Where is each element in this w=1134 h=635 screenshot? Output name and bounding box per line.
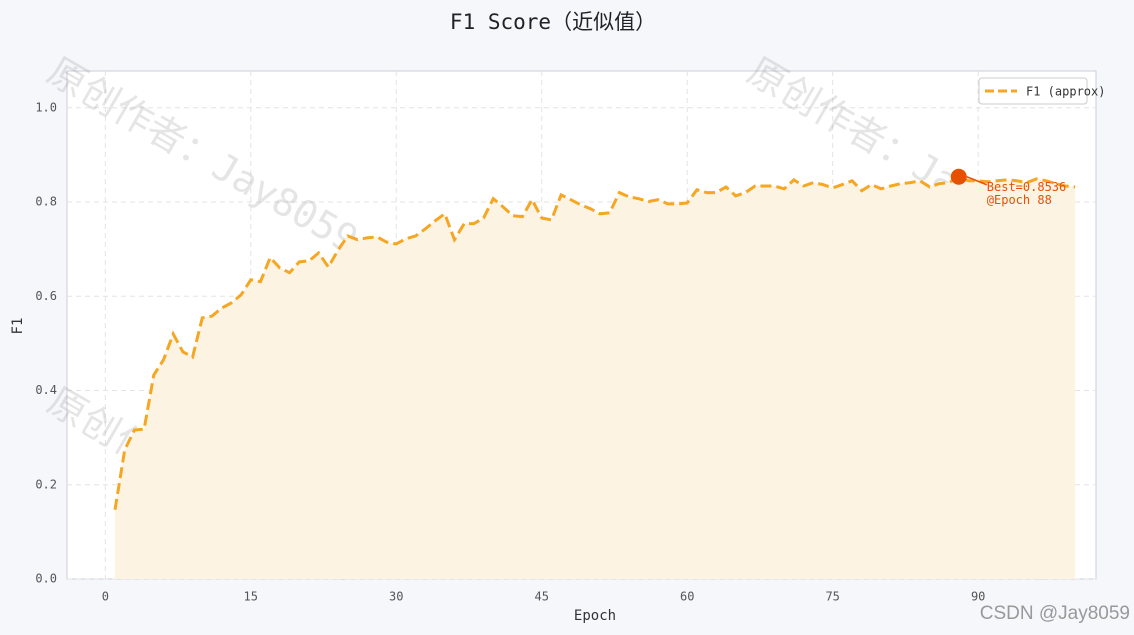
y-tick-label: 0.2	[35, 477, 57, 491]
x-tick-label: 90	[971, 590, 985, 604]
y-tick-label: 0.6	[35, 289, 57, 303]
x-tick-label: 0	[102, 590, 109, 604]
y-tick-label: 1.0	[35, 100, 57, 114]
y-tick-label: 0.8	[35, 195, 57, 209]
y-tick-label: 0.0	[35, 572, 57, 586]
x-tick-label: 30	[389, 590, 403, 604]
annotation-arrow	[966, 176, 988, 186]
footer: CSDN @Jay8059	[980, 603, 1130, 624]
x-tick-label: 75	[825, 590, 839, 604]
y-tick-label: 0.4	[35, 383, 57, 397]
legend-label: F1 (approx)	[1026, 85, 1105, 99]
annotation: Best=0.8536	[987, 180, 1066, 194]
annotation: @Epoch 88	[987, 193, 1052, 207]
legend-box	[978, 77, 1088, 105]
x-axis-label: Epoch	[574, 608, 616, 624]
y-axis-label: F1	[10, 318, 26, 335]
x-tick-label: 15	[244, 590, 258, 604]
x-tick-label: 45	[535, 590, 549, 604]
line	[113, 175, 1076, 510]
chart-title: F1 Score（近似值）	[450, 10, 656, 34]
area	[115, 176, 1076, 579]
best-point	[950, 168, 967, 185]
x-tick-label: 60	[680, 590, 694, 604]
